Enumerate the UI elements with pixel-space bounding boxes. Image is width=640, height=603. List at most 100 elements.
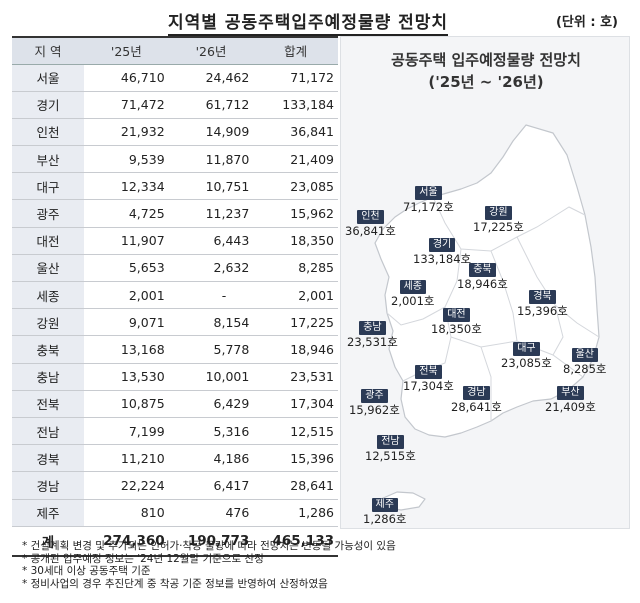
map-region-value: 36,841호 [345,224,396,238]
table-row: 대전 11,907 6,443 18,350 [12,227,338,255]
map-region-value: 1,286호 [363,512,407,526]
value-2025-cell: 11,210 [84,444,169,473]
col-2025-header: '25년 [84,36,169,65]
value-2026-cell: 10,751 [168,172,254,201]
table-row: 경기 71,472 61,712 133,184 [12,91,338,119]
map-region-tag: 울산 [571,348,598,362]
region-cell: 계 [12,525,84,558]
footnote: * 공개된 입주예정 정보는 '24년 12월말 기준으로 산정 [22,552,264,565]
map-region-value: 18,350호 [431,322,482,336]
region-cell: 충북 [12,335,84,364]
map-title: 공동주택 입주예정물량 전망치 [391,51,581,69]
table-total-row: 계 274,360 190,773 465,133 [12,525,338,558]
region-cell: 전남 [12,417,84,446]
map-region-tag: 강원 [485,206,512,220]
total-cell: 23,085 [253,172,338,201]
map-label: 대전 18,350호 [431,307,482,336]
region-cell: 전북 [12,390,84,418]
value-2026-cell: 5,316 [168,417,254,446]
total-cell: 71,172 [253,64,338,92]
value-2025-cell: 11,907 [84,227,169,255]
housing-supply-table: 지 역 '25년 '26년 합계 서울 46,710 24,462 71,172 경기 7… [12,36,338,558]
table-row: 서울 46,710 24,462 71,172 [12,64,338,92]
value-2025-cell: 21,932 [84,118,169,147]
map-region-tag: 전북 [415,365,442,379]
value-2025-cell: 4,725 [84,199,169,228]
map-region-tag: 대전 [443,308,470,322]
value-2025-cell: 2,001 [84,281,169,310]
value-2026-cell: 11,237 [168,199,254,228]
map-region-value: 8,285호 [563,362,607,376]
total-cell: 21,409 [253,145,338,174]
value-2025-cell: 71,472 [84,91,169,119]
map-region-value: 12,515호 [365,449,416,463]
map-region-value: 18,946호 [457,277,508,291]
map-region-tag: 세종 [399,280,426,294]
map-region-value: 17,225호 [473,220,524,234]
map-region-tag: 경북 [529,290,556,304]
region-cell: 대전 [12,227,84,255]
map-region-value: 133,184호 [413,252,472,266]
table-row: 광주 4,725 11,237 15,962 [12,199,338,228]
table-row: 충남 13,530 10,001 23,531 [12,363,338,391]
total-cell: 133,184 [253,91,338,119]
region-cell: 충남 [12,363,84,391]
value-2025-cell: 13,168 [84,335,169,364]
map-label: 충북 18,946호 [457,262,508,291]
map-label: 서울 71,172호 [403,185,454,214]
map-region-tag: 전남 [377,435,404,449]
total-cell: 18,946 [253,335,338,364]
map-label: 경기 133,184호 [413,237,471,266]
total-cell: 23,531 [253,363,338,391]
table-row: 부산 9,539 11,870 21,409 [12,145,338,174]
map-region-tag: 부산 [557,386,584,400]
value-2026-cell: 190,773 [168,525,254,558]
value-2025-cell: 13,530 [84,363,169,391]
region-cell: 서울 [12,64,84,92]
map-region-tag: 인천 [357,210,384,224]
table-row: 전북 10,875 6,429 17,304 [12,390,338,418]
table-row: 세종 2,001-2,001 [12,281,338,310]
map-region-tag: 제주 [371,498,398,512]
total-cell: 17,225 [253,308,338,337]
map-region-value: 71,172호 [403,200,454,214]
total-cell: 2,001 [253,281,338,310]
value-2025-cell: 10,875 [84,390,169,418]
value-2025-cell: 9,539 [84,145,169,174]
total-cell: 17,304 [253,390,338,418]
region-cell: 강원 [12,308,84,337]
value-2025-cell: 9,071 [84,308,169,337]
total-cell: 15,396 [253,444,338,473]
region-cell: 경남 [12,471,84,500]
value-2026-cell: 476 [168,499,254,527]
value-2025-cell: 46,710 [84,64,169,92]
footnote: * 30세대 이상 공동주택 기준 [22,565,151,577]
value-2025-cell: 22,224 [84,471,169,500]
value-2025-cell: 810 [84,499,169,527]
unit-label: (단위 : 호) [555,15,618,30]
map-region-value: 17,304호 [403,379,454,393]
region-cell: 경기 [12,91,84,119]
region-cell: 인천 [12,118,84,147]
value-2025-cell: 5,653 [84,254,169,283]
value-2026-cell: 2,632 [168,254,254,283]
value-2025-cell: 12,334 [84,172,169,201]
value-2026-cell: 4,186 [168,444,254,473]
map-label: 경북 15,396호 [517,289,568,318]
col-total-header: 합계 [253,36,338,65]
map-region-tag: 대구 [513,342,540,356]
value-2025-cell: 274,360 [84,525,169,558]
map-region-value: 15,396호 [517,304,568,318]
value-2026-cell: 6,417 [168,471,254,500]
map-label: 세종 2,001호 [391,279,435,308]
footnote: * 정비사업의 경우 추진단계 중 착공 기준 정보를 반영하여 산정하였음 [22,577,328,590]
value-2025-cell: 7,199 [84,417,169,446]
table-body: 서울 46,710 24,462 71,172 경기 71,472 61,712 133,18… [12,64,338,558]
region-cell: 제주 [12,499,84,527]
region-cell: 광주 [12,199,84,228]
map-label: 전북 17,304호 [403,364,454,393]
value-2026-cell: 14,909 [168,118,254,147]
footnote: * 건설계획 변경 및 추가되는 인허가·착공 물량에 따라 전망치는 변동될 … [22,540,396,552]
map-region-value: 23,531호 [347,335,398,349]
map-label: 충남 23,531호 [347,320,398,349]
